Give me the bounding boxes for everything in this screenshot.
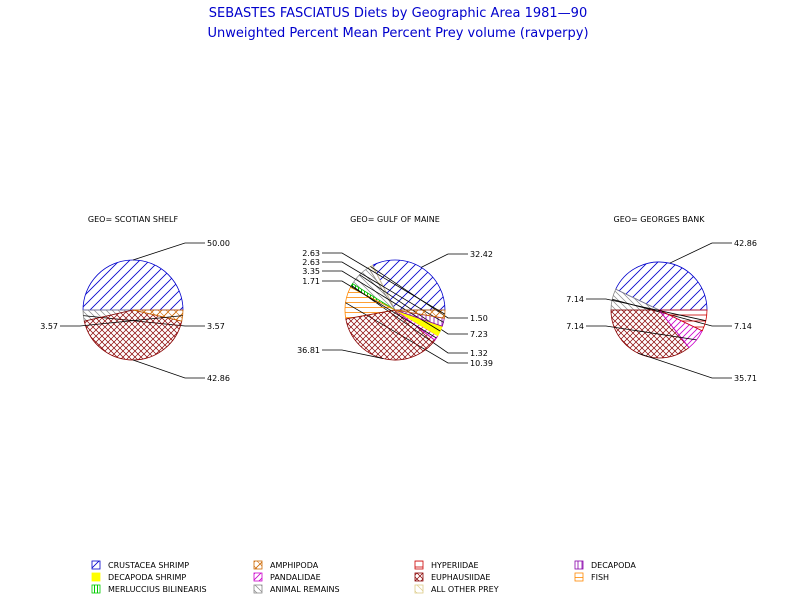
pie-slice [394, 309, 446, 319]
legend-item: ANIMAL REMAINS [253, 584, 340, 594]
legend-item: PANDALIDAE [253, 572, 321, 582]
leader-line [322, 349, 384, 359]
legend-swatch [253, 560, 263, 570]
legend-swatch [253, 572, 263, 582]
data-label: 50.00 [207, 239, 230, 248]
data-label: 2.63 [302, 258, 320, 267]
leader-line [132, 242, 205, 261]
pie-slice [615, 261, 708, 311]
legend-item: DECAPODA [574, 560, 636, 570]
leader-line [612, 298, 732, 327]
legend-label: FISH [591, 573, 609, 582]
legend-swatch [414, 584, 424, 594]
legend-swatch [91, 560, 101, 570]
legend-label: ANIMAL REMAINS [270, 585, 340, 594]
legend-label: EUPHAUSIIDAE [431, 573, 490, 582]
legend-swatch [91, 572, 101, 582]
data-label: 3.57 [207, 322, 225, 331]
data-label: 32.42 [470, 250, 493, 259]
legend-item: EUPHAUSIIDAE [414, 572, 490, 582]
leader-line [359, 274, 468, 335]
data-label: 42.86 [207, 374, 230, 383]
legend-swatch [253, 584, 263, 594]
data-label: 36.81 [297, 346, 320, 355]
data-label: 35.71 [734, 374, 757, 383]
pie-slice [83, 309, 183, 361]
data-label: 3.35 [302, 267, 320, 276]
legend-swatch [91, 584, 101, 594]
data-label: 1.71 [302, 277, 320, 286]
leader-line [132, 359, 205, 379]
pie-slice [610, 309, 690, 359]
legend-item: MERLUCCIUS BILINEARIS [91, 584, 207, 594]
pie-chart: GEO= SCOTIAN SHELF 50.00 3.57 42.86 3.57 [40, 215, 230, 383]
data-label: 42.86 [734, 239, 757, 248]
chart-title: SEBASTES FASCIATUS Diets by Geographic A… [209, 6, 587, 21]
legend-label: HYPERIIDAE [431, 561, 479, 570]
leader-line [421, 253, 468, 268]
chart-subtitle: Unweighted Percent Mean Percent Prey vol… [207, 26, 588, 41]
leader-line [638, 352, 732, 379]
legend-label: AMPHIPODA [270, 561, 319, 570]
legend-label: DECAPODA [591, 561, 636, 570]
legend-swatch [574, 560, 584, 570]
legend-label: PANDALIDAE [270, 573, 321, 582]
leader-line [586, 298, 706, 322]
leader-line [322, 261, 444, 323]
data-label: 2.63 [302, 249, 320, 258]
pie-slice [345, 309, 436, 361]
legend-item: FISH [574, 572, 609, 582]
legend-item: HYPERIIDAE [414, 560, 479, 570]
pie-chart: GEO= GULF OF MAINE 32.42 1.50 7.23 1.3210.39… [297, 215, 493, 368]
data-label: 3.57 [40, 322, 58, 331]
leader-line [60, 315, 183, 327]
leader-line [322, 280, 437, 339]
data-label: 7.14 [566, 322, 584, 331]
legend-label: CRUSTACEA SHRIMP [108, 561, 189, 570]
leader-line [669, 242, 732, 264]
pie-title: GEO= GULF OF MAINE [350, 215, 440, 224]
legend-swatch [574, 572, 584, 582]
legend-item: ALL OTHER PREY [414, 584, 499, 594]
legend: CRUSTACEA SHRIMP AMPHIPODA HYPERIIDAE DECAP… [91, 560, 636, 594]
legend-swatch [414, 572, 424, 582]
pie-title: GEO= GEORGES BANK [614, 215, 706, 224]
pie-title: GEO= SCOTIAN SHELF [88, 215, 179, 224]
data-label: 10.39 [470, 359, 493, 368]
legend-label: ALL OTHER PREY [431, 585, 499, 594]
data-label: 1.32 [470, 349, 488, 358]
data-label: 7.23 [470, 330, 488, 339]
pie-chart: GEO= GEORGES BANK 42.86 7.14 35.71 7.14 7.14 [566, 215, 757, 383]
leader-line [586, 325, 697, 341]
data-label: 7.14 [734, 322, 752, 331]
leader-line [322, 252, 446, 315]
data-label: 1.50 [470, 314, 488, 323]
legend-item: DECAPODA SHRIMP [91, 572, 186, 582]
legend-item: AMPHIPODA [253, 560, 319, 570]
legend-label: DECAPODA SHRIMP [108, 573, 186, 582]
leader-line [370, 266, 468, 319]
pie-charts: GEO= SCOTIAN SHELF50.003.5742.863.57GEO=… [40, 215, 757, 383]
legend-label: MERLUCCIUS BILINEARIS [108, 585, 207, 594]
data-label: 7.14 [566, 295, 584, 304]
pie-slice [82, 259, 184, 311]
legend-swatch [414, 560, 424, 570]
legend-item: CRUSTACEA SHRIMP [91, 560, 189, 570]
